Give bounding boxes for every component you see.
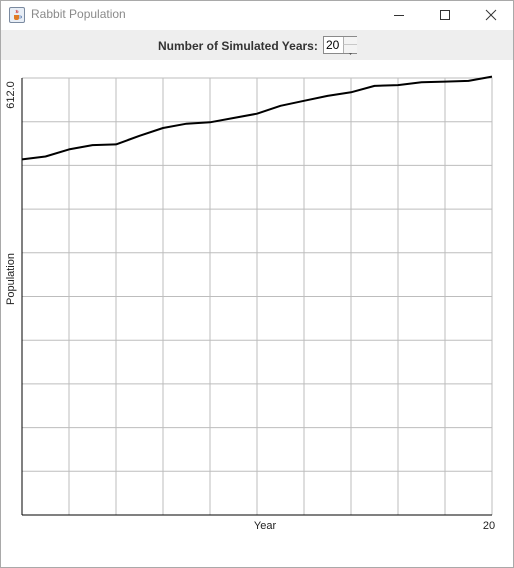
years-spinner-value[interactable]: 20 xyxy=(326,38,340,52)
title-bar[interactable]: Rabbit Population xyxy=(1,1,513,29)
close-icon xyxy=(485,9,497,21)
chart-panel: 612.0 Population Year 20 xyxy=(1,60,513,567)
maximize-button[interactable] xyxy=(422,1,468,29)
y-axis-max-label: 612.0 xyxy=(5,81,17,109)
maximize-icon xyxy=(440,10,450,20)
years-spinner[interactable]: 20 xyxy=(323,36,357,55)
java-cup-icon xyxy=(9,7,25,23)
spinner-up-button[interactable] xyxy=(343,37,357,48)
population-series-line xyxy=(21,75,493,161)
spinner-down-button[interactable] xyxy=(343,45,357,55)
x-axis-label: Year xyxy=(254,520,277,532)
minimize-icon xyxy=(394,15,404,16)
x-axis-max-label: 20 xyxy=(483,520,495,532)
years-label: Number of Simulated Years: xyxy=(158,39,318,53)
population-chart: 612.0 Population Year 20 xyxy=(5,75,495,532)
window-title: Rabbit Population xyxy=(31,7,126,21)
close-button[interactable] xyxy=(468,1,514,29)
minimize-button[interactable] xyxy=(376,1,422,29)
chevron-down-icon xyxy=(349,53,352,55)
toolbar: Number of Simulated Years: 20 xyxy=(1,30,513,60)
y-axis-label: Population xyxy=(5,253,17,305)
